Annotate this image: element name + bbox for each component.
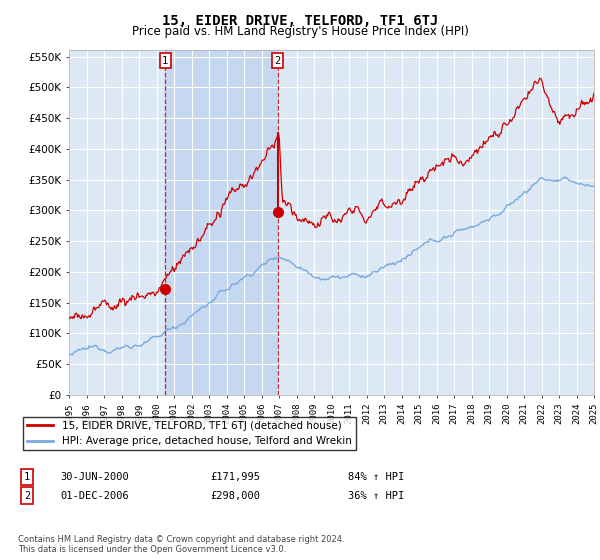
Legend: 15, EIDER DRIVE, TELFORD, TF1 6TJ (detached house), HPI: Average price, detached: 15, EIDER DRIVE, TELFORD, TF1 6TJ (detac… — [23, 417, 356, 450]
Text: 36% ↑ HPI: 36% ↑ HPI — [348, 491, 404, 501]
Text: Price paid vs. HM Land Registry's House Price Index (HPI): Price paid vs. HM Land Registry's House … — [131, 25, 469, 38]
Text: 84% ↑ HPI: 84% ↑ HPI — [348, 472, 404, 482]
Text: 1: 1 — [162, 55, 169, 66]
Bar — [165, 50, 278, 395]
Text: 15, EIDER DRIVE, TELFORD, TF1 6TJ: 15, EIDER DRIVE, TELFORD, TF1 6TJ — [162, 14, 438, 28]
Text: £171,995: £171,995 — [210, 472, 260, 482]
Text: 2: 2 — [274, 55, 281, 66]
Text: Contains HM Land Registry data © Crown copyright and database right 2024.
This d: Contains HM Land Registry data © Crown c… — [18, 535, 344, 554]
Text: 30-JUN-2000: 30-JUN-2000 — [60, 472, 129, 482]
Text: 01-DEC-2006: 01-DEC-2006 — [60, 491, 129, 501]
Text: £298,000: £298,000 — [210, 491, 260, 501]
Text: 2: 2 — [24, 491, 30, 501]
Text: 1: 1 — [24, 472, 30, 482]
